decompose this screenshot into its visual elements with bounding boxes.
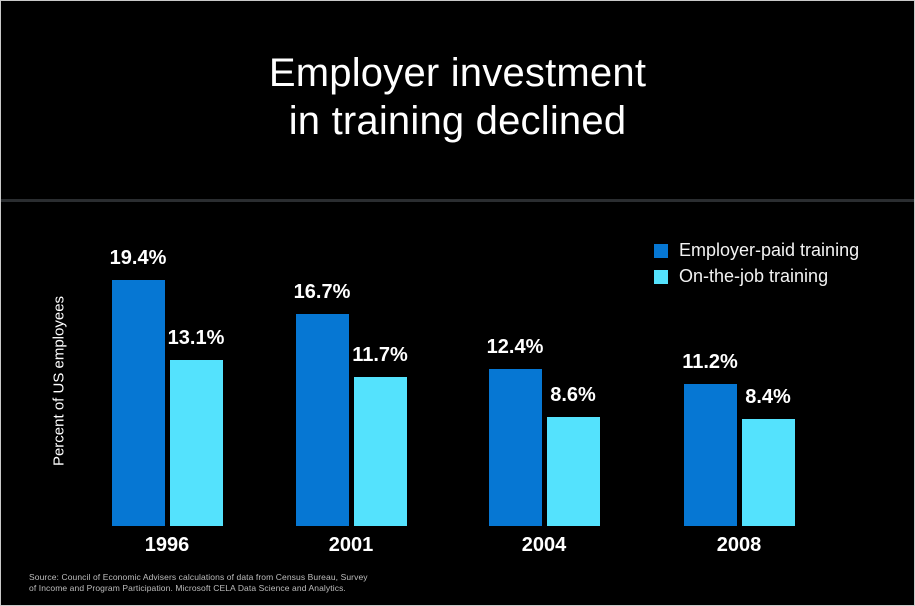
x-axis-category-2008: 2008 [716, 534, 762, 556]
legend-swatch-icon-on-the-job [654, 269, 668, 284]
page-title-line-2: in training declined [288, 98, 627, 143]
y-axis-label: Percent of US employees [50, 295, 68, 467]
legend-label-on-the-job: On-the-job training [679, 266, 829, 286]
source-note: Source: Council of Economic Advisers cal… [29, 572, 368, 593]
x-axis-category-2004: 2004 [521, 534, 567, 556]
bar-on-the-job-2001 [353, 377, 407, 526]
bar-on-the-job-1996 [169, 360, 223, 526]
bar-value-label-employer-paid-2004: 12.4% [486, 336, 544, 358]
bar-employer-paid-2001 [295, 314, 349, 526]
bar-employer-paid-1996 [111, 280, 165, 526]
source-note-line-1: Source: Council of Economic Advisers cal… [29, 572, 368, 582]
bar-employer-paid-2004 [488, 369, 542, 526]
x-axis-category-1996: 1996 [144, 534, 190, 556]
bar-value-label-employer-paid-2001: 16.7% [293, 281, 351, 303]
legend-item-employer-paid: Employer-paid training [654, 240, 860, 260]
bar-value-label-employer-paid-2008: 11.2% [682, 351, 738, 373]
bar-employer-paid-2008 [683, 384, 737, 526]
bar-value-label-on-the-job-2004: 8.6% [550, 384, 596, 406]
x-axis-category-2001: 2001 [328, 534, 374, 556]
legend-item-on-the-job: On-the-job training [654, 266, 859, 286]
bar-on-the-job-2004 [546, 417, 600, 526]
source-note-line-2: of Income and Program Participation. Mic… [29, 582, 346, 593]
page-title-line-1: Employer investment [268, 50, 647, 95]
bar-on-the-job-2008 [741, 419, 795, 526]
bar-value-label-on-the-job-1996: 13.1% [167, 327, 225, 349]
bar-value-label-on-the-job-2008: 8.4% [745, 386, 791, 408]
chart-legend: Employer-paid training On-the-job trainin… [654, 240, 860, 286]
page-header: Employer investment in training declined [1, 1, 914, 200]
legend-label-employer-paid: Employer-paid training [679, 240, 860, 260]
bar-value-label-on-the-job-2001: 11.7% [352, 344, 408, 366]
legend-swatch-icon-employer-paid [654, 243, 668, 258]
bar-value-label-employer-paid-1996: 19.4% [109, 247, 167, 269]
header-divider [1, 199, 914, 202]
